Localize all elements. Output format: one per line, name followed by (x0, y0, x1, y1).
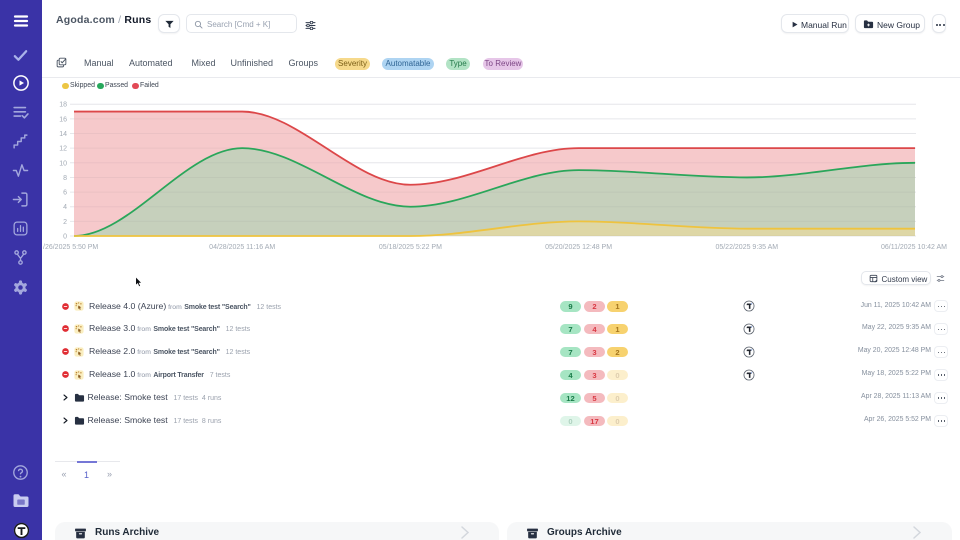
svg-text:8: 8 (63, 175, 67, 182)
svg-text:04/28/2025 11:16 AM: 04/28/2025 11:16 AM (209, 244, 275, 251)
svg-text:2: 2 (63, 219, 67, 226)
svg-text:/26/2025 5:50 PM: /26/2025 5:50 PM (43, 244, 98, 251)
svg-text:16: 16 (59, 116, 67, 123)
svg-text:05/22/2025 9:35 AM: 05/22/2025 9:35 AM (715, 244, 778, 251)
svg-text:14: 14 (59, 131, 67, 138)
svg-text:12: 12 (59, 146, 67, 153)
svg-text:05/20/2025 12:48 PM: 05/20/2025 12:48 PM (545, 244, 612, 251)
svg-text:6: 6 (63, 190, 67, 197)
svg-text:10: 10 (59, 160, 67, 167)
svg-text:06/11/2025 10:42 AM: 06/11/2025 10:42 AM (881, 244, 947, 251)
svg-text:0: 0 (63, 234, 67, 241)
svg-text:18: 18 (59, 102, 67, 109)
svg-text:4: 4 (63, 204, 67, 211)
svg-text:05/18/2025 5:22 PM: 05/18/2025 5:22 PM (379, 244, 442, 251)
